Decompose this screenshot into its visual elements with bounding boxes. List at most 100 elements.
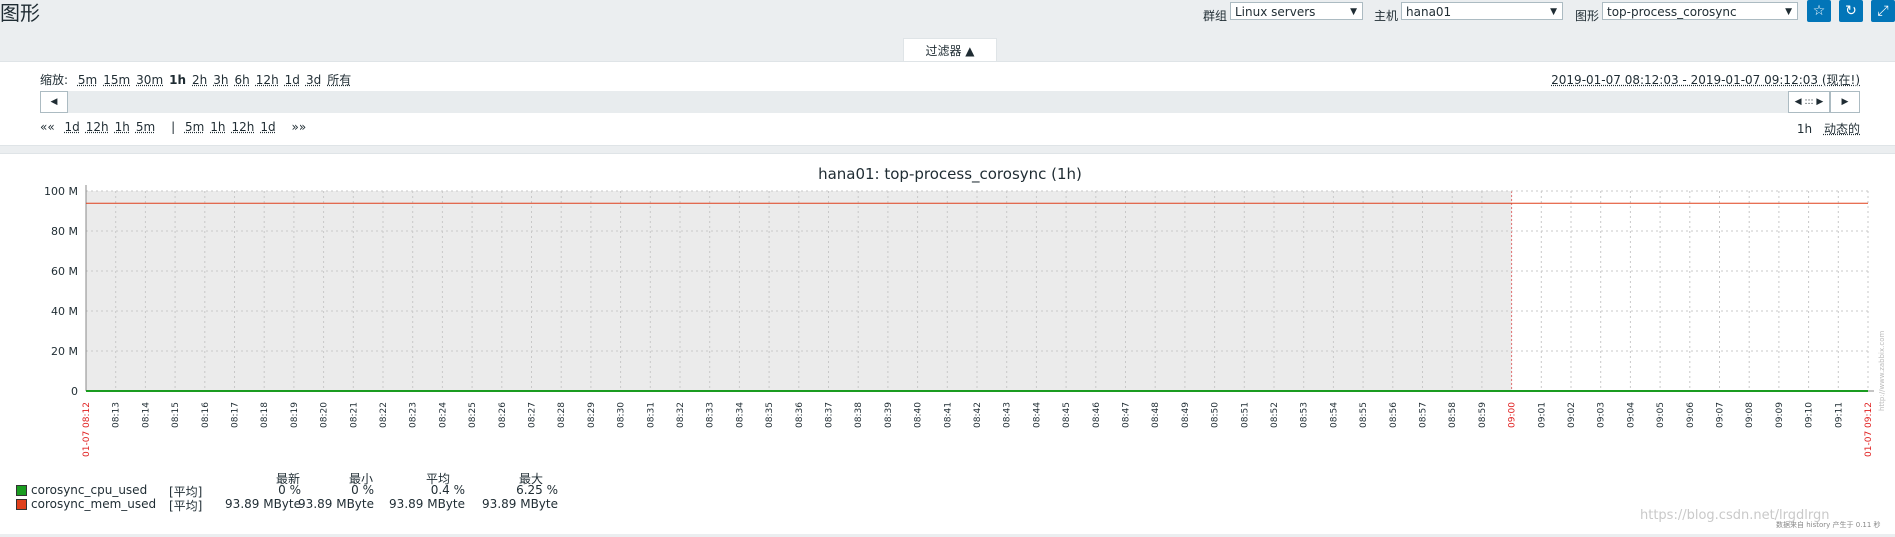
zoom-options: 5m 15m 30m 1h 2h 3h 6h 12h 1d 3d 所有	[78, 73, 357, 87]
y-tick-label: 80 M	[51, 225, 78, 238]
host-select-value: hana01	[1406, 5, 1452, 19]
x-tick-label: 08:19	[290, 402, 300, 428]
x-tick-label: 09:04	[1626, 402, 1636, 428]
x-tick-label: 08:22	[379, 402, 389, 428]
x-tick-label: 08:23	[409, 402, 419, 428]
x-tick-label: 08:42	[973, 402, 983, 428]
x-tick-label: 08:26	[498, 402, 508, 428]
x-tick-label: 08:35	[765, 402, 775, 428]
time-option[interactable]: 5m	[184, 120, 205, 134]
time-option[interactable]: 1h	[169, 73, 187, 87]
zoom-label: 缩放:	[40, 73, 69, 87]
x-tick-label: 08:15	[171, 402, 181, 428]
y-tick-label: 20 M	[51, 345, 78, 358]
header-bar: 图形 群组 Linux servers ▼ 主机 hana01 ▼ 图形 top…	[0, 0, 1895, 28]
x-tick-label: 08:49	[1181, 402, 1191, 428]
time-option[interactable]: 5m	[135, 120, 156, 134]
x-tick-label: 08:13	[112, 402, 122, 428]
group-label: 群组	[1203, 9, 1228, 23]
legend-item-function: [平均]	[169, 485, 203, 499]
time-option[interactable]: 12h	[231, 120, 255, 134]
group-select[interactable]: Linux servers ▼	[1230, 2, 1363, 20]
x-tick-label: 08:41	[943, 402, 953, 428]
x-tick-label: 08:45	[1062, 402, 1072, 428]
time-option[interactable]: 6h	[234, 73, 250, 87]
time-option[interactable]: 所有	[327, 73, 352, 87]
x-tick-label: 08:36	[795, 402, 805, 428]
legend-item-last: 0 %	[278, 483, 301, 497]
legend-header-avg: 平均	[425, 472, 450, 486]
x-tick-label: 08:34	[735, 402, 745, 428]
x-tick-label: 08:58	[1448, 402, 1458, 428]
time-option[interactable]: 5m	[77, 73, 98, 87]
time-range[interactable]: 2019-01-07 08:12:03 - 2019-01-07 09:12:0…	[1551, 73, 1860, 87]
side-note: http://www.zabbix.com	[1878, 331, 1886, 411]
scroll-right-button[interactable]: ▶	[1830, 91, 1860, 113]
time-option[interactable]: 1h	[210, 120, 226, 134]
shift-separator: |	[171, 120, 176, 134]
scroll-handle[interactable]: ◀ ::: ▶	[1788, 91, 1830, 113]
fullscreen-icon: ⤢	[1877, 3, 1889, 19]
y-tick-label: 60 M	[51, 265, 78, 278]
time-option[interactable]: 12h	[255, 73, 279, 87]
shift-forward-label: »»	[291, 120, 307, 134]
time-option[interactable]: 1d	[260, 120, 276, 134]
star-icon: ☆	[1812, 3, 1826, 19]
legend-color-swatch	[16, 499, 27, 510]
time-option[interactable]: 3h	[213, 73, 229, 87]
x-start-label: 01-07 08:12	[82, 402, 92, 457]
time-option[interactable]: 1h	[114, 120, 130, 134]
x-tick-label: 09:03	[1597, 402, 1607, 428]
y-tick-label: 100 M	[44, 185, 78, 198]
x-tick-label: 08:53	[1300, 402, 1310, 428]
drag-handle-icon: ◀ ::: ▶	[1794, 97, 1824, 107]
time-option[interactable]: 3d	[305, 73, 322, 87]
x-tick-label: 09:10	[1805, 402, 1815, 428]
chevron-down-icon: ▼	[1350, 7, 1357, 17]
x-tick-label: 08:52	[1270, 402, 1280, 428]
x-tick-label: 09:09	[1775, 402, 1785, 428]
dynamic-toggle[interactable]: 动态的	[1823, 122, 1860, 136]
x-tick-label: 08:37	[825, 402, 835, 428]
legend-item-function: [平均]	[169, 499, 203, 513]
graph-select[interactable]: top-process_corosync ▼	[1602, 2, 1798, 20]
chart-title: hana01: top-process_corosync (1h)	[818, 165, 1082, 184]
fullscreen-button[interactable]: ⤢	[1871, 0, 1895, 22]
x-tick-label: 09:11	[1834, 402, 1844, 428]
graph-label: 图形	[1575, 9, 1600, 23]
caret-left-icon: ◀	[50, 97, 58, 107]
x-tick-label: 08:16	[201, 402, 211, 428]
x-tick-label: 08:50	[1211, 402, 1221, 428]
watermark: https://blog.csdn.net/lrgdlrgn	[1640, 508, 1830, 523]
x-tick-label: 09:06	[1686, 402, 1696, 428]
time-option[interactable]: 1d	[284, 73, 300, 87]
zoom-row: 缩放: 5m 15m 30m 1h 2h 3h 6h 12h 1d 3d 所有	[40, 71, 363, 88]
x-tick-label: 08:18	[260, 402, 270, 428]
time-option[interactable]: 30m	[136, 73, 164, 87]
time-option[interactable]: 1d	[64, 120, 80, 134]
time-scrollbar[interactable]: ◀ ◀ ::: ▶ ▶	[40, 91, 1860, 113]
x-tick-label: 08:39	[884, 402, 894, 428]
x-tick-label: 09:01	[1537, 402, 1547, 428]
time-option[interactable]: 15m	[103, 73, 131, 87]
favorite-button[interactable]: ☆	[1807, 0, 1831, 22]
y-tick-label: 0	[71, 385, 78, 398]
filter-panel: 缩放: 5m 15m 30m 1h 2h 3h 6h 12h 1d 3d 所有 2019-01-07…	[0, 61, 1895, 146]
data-source-note: 数据来自 history 产生于 0.11 秒	[1776, 521, 1881, 529]
x-tick-label: 08:14	[141, 402, 151, 428]
x-tick-label: 08:32	[676, 402, 686, 428]
x-tick-label: 08:24	[438, 402, 448, 428]
x-tick-label: 09:07	[1716, 402, 1726, 428]
time-option[interactable]: 12h	[85, 120, 109, 134]
shift-row: «« 1d 12h 1h 5m | 5m 1h 12h 1d »»	[40, 120, 312, 134]
x-tick-label: 08:44	[1032, 402, 1042, 428]
refresh-button[interactable]: ↻	[1839, 0, 1863, 22]
x-end-label: 01-07 09:12	[1864, 402, 1874, 457]
scroll-left-button[interactable]: ◀	[40, 91, 68, 113]
x-tick-label: 08:56	[1389, 402, 1399, 428]
x-tick-label: 08:17	[231, 402, 241, 428]
time-option[interactable]: 2h	[192, 73, 208, 87]
filter-tab[interactable]: 过滤器 ▲	[903, 38, 997, 63]
host-select[interactable]: hana01 ▼	[1401, 2, 1563, 20]
x-tick-label: 08:21	[349, 402, 359, 428]
